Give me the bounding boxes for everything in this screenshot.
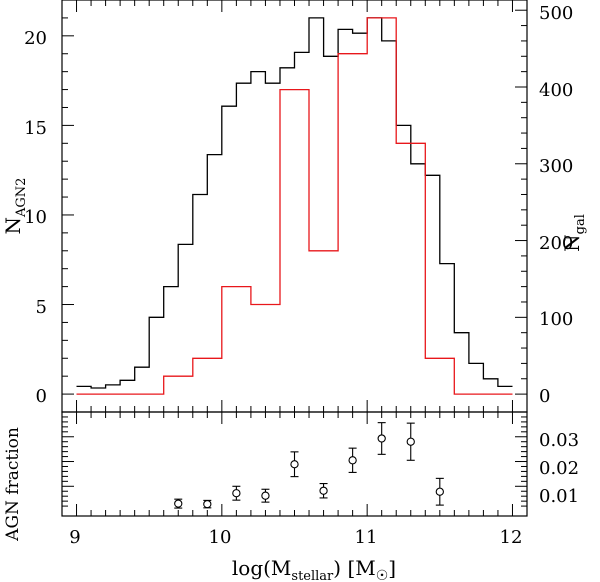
fraction-marker bbox=[232, 489, 241, 498]
fraction-marker bbox=[377, 434, 386, 443]
fraction-point bbox=[319, 483, 328, 499]
y-left-tick-label-5: 5 bbox=[36, 297, 47, 318]
y-right-tick-label-400: 400 bbox=[539, 80, 573, 101]
y-right-tick-label-100: 100 bbox=[539, 309, 573, 330]
fraction-marker bbox=[203, 499, 212, 509]
x-tick-label-11: 11 bbox=[355, 527, 378, 548]
bottom-y-axis-label: AGN fraction bbox=[3, 427, 23, 542]
y-left-tick-label-10: 10 bbox=[24, 207, 47, 228]
bottom-panel-ticks bbox=[62, 412, 527, 516]
tick-labels: 9 10 11 12 0 5 10 15 20 0 100 200 300 40… bbox=[24, 3, 579, 548]
y-bottom-tick-label-0.03: 0.03 bbox=[539, 430, 579, 451]
y-left-tick-label-15: 15 bbox=[24, 118, 47, 139]
fraction-point bbox=[174, 498, 183, 509]
y-right-axis-label: Ngal bbox=[560, 214, 588, 252]
fraction-point bbox=[348, 447, 357, 473]
fraction-point bbox=[203, 499, 212, 509]
fraction-marker bbox=[261, 491, 270, 500]
fraction-point bbox=[261, 488, 270, 503]
fraction-marker bbox=[319, 486, 328, 495]
fraction-point bbox=[232, 485, 241, 501]
fraction-marker bbox=[174, 499, 183, 508]
y-right-tick-label-500: 500 bbox=[539, 3, 573, 24]
y-right-tick-label-300: 300 bbox=[539, 156, 573, 177]
y-left-axis-label: NAGN2 bbox=[1, 178, 29, 235]
y-bottom-tick-label-0.01: 0.01 bbox=[539, 486, 579, 507]
x-tick-label-9: 9 bbox=[69, 527, 80, 548]
y-left-tick-label-20: 20 bbox=[24, 28, 47, 49]
agn-fraction-points bbox=[174, 422, 444, 509]
galaxy-histogram bbox=[76, 17, 513, 389]
y-left-tick-label-0: 0 bbox=[36, 386, 47, 407]
y-bottom-tick-label-0.02: 0.02 bbox=[539, 458, 579, 479]
fraction-marker bbox=[406, 437, 415, 446]
fraction-point bbox=[435, 477, 444, 506]
fraction-marker bbox=[290, 460, 299, 469]
x-axis-label: log(Mstellar) [M☉] bbox=[232, 556, 396, 582]
fraction-marker bbox=[435, 487, 444, 496]
y-right-tick-label-0: 0 bbox=[539, 386, 550, 407]
top-panel-ticks bbox=[62, 0, 527, 412]
y-right-tick-label-200: 200 bbox=[539, 233, 573, 254]
fraction-point bbox=[406, 422, 415, 461]
fraction-point bbox=[377, 422, 386, 455]
agn-histogram bbox=[76, 17, 513, 395]
bottom-panel-frame bbox=[61, 411, 528, 517]
fraction-point bbox=[290, 451, 299, 478]
x-tick-label-10: 10 bbox=[209, 527, 232, 548]
x-tick-label-12: 12 bbox=[500, 527, 523, 548]
fraction-marker bbox=[348, 456, 357, 465]
